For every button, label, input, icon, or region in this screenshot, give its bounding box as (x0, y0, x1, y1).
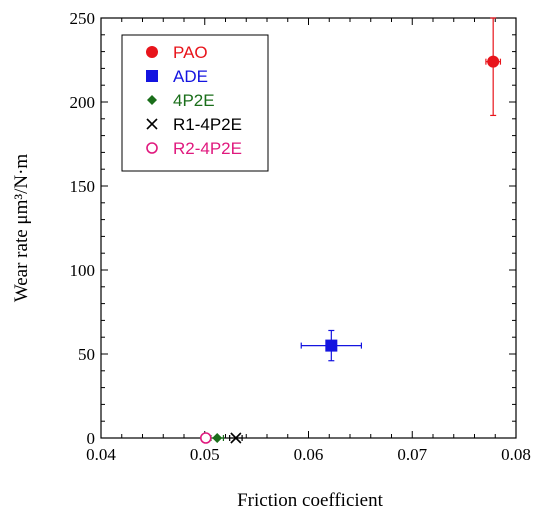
legend-marker-r2-4p2e (146, 142, 158, 154)
point-r1-4p2e-stroke (230, 432, 242, 444)
legend-label-ade: ADE (173, 67, 208, 86)
legend-marker-pao (146, 46, 158, 58)
legend-marker-ade (146, 70, 158, 82)
legend-marker-r1-4p2e (146, 118, 158, 130)
point-group-pao (485, 17, 502, 117)
x-tick-labels: 0.04 0.05 0.06 0.07 0.08 (86, 445, 531, 464)
data-points (199, 17, 502, 444)
y-tick-label: 0 (87, 429, 96, 448)
point-r2-4p2e (199, 432, 212, 444)
legend-marker-r1-4p2e-stroke (146, 118, 158, 130)
point-group-r1-4p2e (229, 432, 243, 444)
legend-label-pao: PAO (173, 43, 208, 62)
legend-marker-4p2e (147, 95, 157, 105)
y-axis-label: Wear rate μm³/N·m (11, 154, 32, 303)
legend-label-4p2e: 4P2E (173, 91, 215, 110)
x-tick-label: 0.08 (501, 445, 531, 464)
y-tick-label: 100 (70, 261, 96, 280)
point-ade (325, 339, 338, 352)
y-tick-label: 50 (78, 345, 95, 364)
point-group-r2-4p2e (199, 432, 212, 444)
point-pao (487, 55, 500, 68)
point-r1-4p2e (230, 432, 242, 444)
y-tick-label: 150 (70, 177, 96, 196)
x-axis-label: Friction coefficient (237, 490, 384, 511)
x-tick-label: 0.05 (190, 445, 220, 464)
legend: PAO ADE 4P2E R1-4P2E R2-4P2E (121, 34, 269, 172)
point-4p2e (212, 433, 223, 443)
y-tick-labels: 0 50 100 150 200 250 (70, 9, 96, 448)
y-tick-label: 200 (70, 93, 96, 112)
legend-label-r2-4p2e: R2-4P2E (173, 139, 242, 158)
x-tick-label: 0.06 (294, 445, 324, 464)
axis-ticks (100, 17, 517, 439)
x-tick-label: 0.04 (86, 445, 116, 464)
y-tick-label: 250 (70, 9, 96, 28)
legend-label-r1-4p2e: R1-4P2E (173, 115, 242, 134)
point-group-4p2e (210, 433, 225, 443)
x-tick-label: 0.07 (397, 445, 427, 464)
point-group-ade (300, 329, 363, 362)
